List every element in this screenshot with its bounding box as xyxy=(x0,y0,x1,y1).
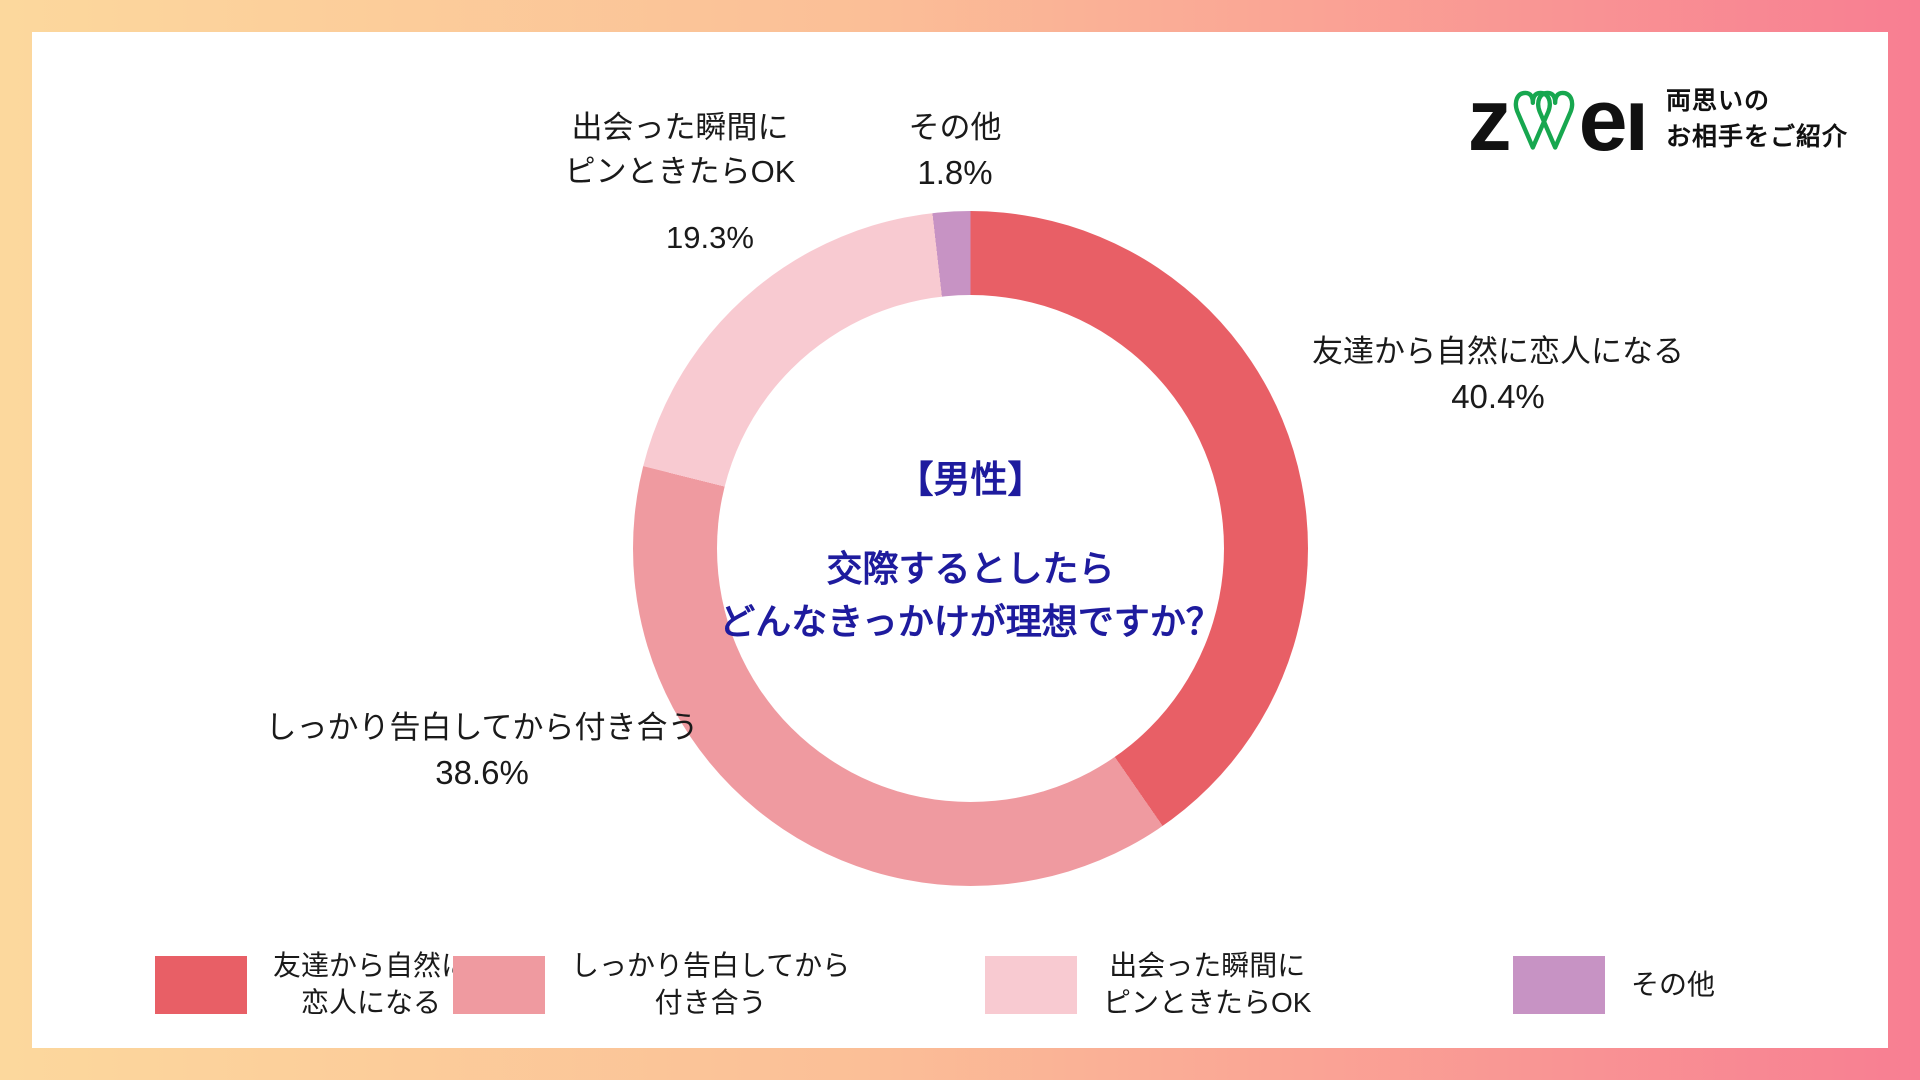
callout-other-label: その他 1.8% xyxy=(908,110,1002,192)
legend-swatch-friends xyxy=(155,956,247,1014)
zwei-wordmark: z e ı xyxy=(1467,70,1650,169)
chart-title-group: 【男性】 xyxy=(896,459,1045,501)
donut-center: 【男性】 交際するとしたら どんなきっかけが理想ですか？ xyxy=(717,295,1224,802)
chart-title-question-line2: どんなきっかけが理想ですか？ xyxy=(719,600,1222,642)
callout-friends-label: 友達から自然に恋人になる 40.4% xyxy=(1312,334,1684,416)
double-heart-icon xyxy=(1513,90,1574,150)
callout-confess-label: しっかり告白してから付き合う 38.6% xyxy=(265,710,699,792)
legend-swatch-moment xyxy=(985,956,1077,1014)
legend-item-moment: 出会った瞬間に ピンときたらOK xyxy=(985,950,1311,1018)
logo-tagline-line1: 両思いの xyxy=(1665,87,1770,115)
legend-item-other: その他 xyxy=(1513,953,1715,1017)
legend-item-confess: しっかり告白してから 付き合う xyxy=(453,950,850,1018)
chart-title-question-line1: 交際するとしたら xyxy=(826,548,1115,590)
logo-letter-i: ı xyxy=(1624,70,1650,169)
legend-swatch-other xyxy=(1513,956,1605,1014)
legend-item-friends: 友達から自然に 恋人になる xyxy=(155,950,469,1018)
donut-chart: 【男性】 交際するとしたら どんなきっかけが理想ですか？ xyxy=(633,211,1308,886)
callout-moment-label: 出会った瞬間に ピンときたらOK xyxy=(564,110,796,190)
legend-swatch-confess xyxy=(453,956,545,1014)
logo-letter-z: z xyxy=(1467,70,1512,169)
chart-canvas: z e ı 両思いの お相手をご紹介 【男性】 交際するとしたら どんなきっかけ… xyxy=(32,32,1888,1048)
zwei-logo: z e ı 両思いの お相手をご紹介 xyxy=(1468,76,1848,164)
logo-letter-e: e xyxy=(1578,70,1628,169)
callout-moment-percent: 19.3% xyxy=(666,220,754,255)
logo-tagline-line2: お相手をご紹介 xyxy=(1665,124,1848,151)
logo-tagline: 両思いの お相手をご紹介 xyxy=(1666,84,1848,157)
